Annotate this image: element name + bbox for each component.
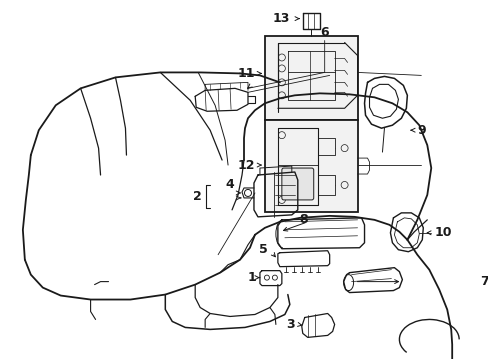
Text: 7: 7	[479, 275, 488, 288]
Text: 12: 12	[237, 158, 254, 172]
Text: 8: 8	[299, 213, 307, 226]
Text: 9: 9	[416, 124, 425, 137]
Text: 4: 4	[225, 179, 234, 192]
Text: 10: 10	[433, 226, 451, 239]
FancyBboxPatch shape	[281, 168, 313, 200]
Text: 13: 13	[272, 12, 289, 25]
Text: 3: 3	[285, 318, 294, 331]
Text: 5: 5	[259, 243, 267, 256]
Bar	[264, 120, 357, 212]
Text: 2: 2	[193, 190, 202, 203]
Text: 11: 11	[237, 67, 254, 80]
Text: 1: 1	[247, 271, 255, 284]
Bar	[264, 36, 357, 120]
Text: 6: 6	[320, 26, 328, 39]
